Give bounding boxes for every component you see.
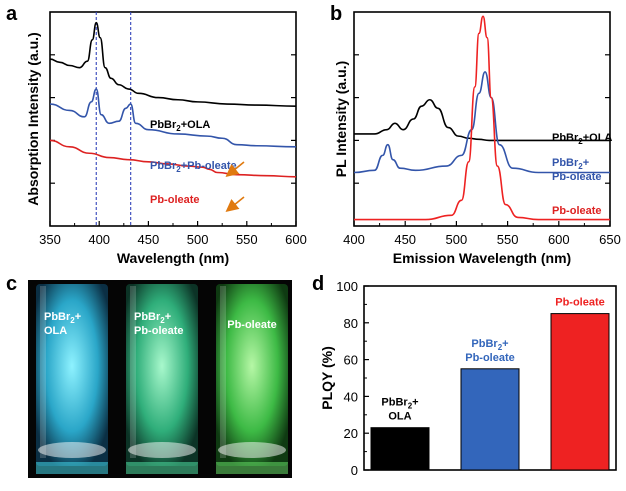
curve-label-b-mix1: PbBr2+ xyxy=(552,157,589,171)
vial-base-0 xyxy=(36,462,108,474)
panel-letter-c: c xyxy=(6,273,17,295)
x-tick-label-b: 500 xyxy=(446,232,468,247)
x-tick-label-b: 400 xyxy=(343,232,365,247)
vial-bottom-glow-2 xyxy=(218,442,286,458)
arrow-a-pb xyxy=(225,196,245,213)
y-axis-ticks-d: 0 20 40 60 80 100 xyxy=(336,279,369,478)
vial-base-1 xyxy=(126,462,198,474)
y-axis-title-d: PLQY (%) xyxy=(319,346,335,410)
curve-label-a-pb: Pb-oleate xyxy=(150,194,200,206)
x-axis-ticks-b: 400 450 500 550 600 650 xyxy=(343,54,621,247)
panel-letter-d: d xyxy=(312,273,324,295)
series-line-a-1 xyxy=(49,88,297,148)
curve-label-a-ola: PbBr2+OLA xyxy=(150,119,210,133)
curve-label-b-mix2: Pb-oleate xyxy=(552,171,602,183)
y-tick-label-d: 20 xyxy=(344,426,358,441)
series-line-b-0 xyxy=(354,98,610,142)
series-a xyxy=(49,21,297,178)
vial-1 xyxy=(126,284,198,466)
curve-label-b-pb: Pb-oleate xyxy=(552,205,602,217)
bar-label-2: Pb-oleate xyxy=(555,297,605,309)
plot-frame-b xyxy=(353,11,611,227)
panel-letter-a: a xyxy=(6,3,18,25)
vial-base-2 xyxy=(216,462,288,474)
absorption-chart: 350 400 450 500 550 600 Wavelength (nm) Absor… xyxy=(25,11,307,266)
bar-label-line2-0: OLA xyxy=(388,411,411,423)
vial-bottom-glow-1 xyxy=(128,442,196,458)
bar-1 xyxy=(460,368,520,471)
arrow-a-mix xyxy=(225,161,245,178)
x-tick-label-b: 600 xyxy=(548,232,570,247)
y-axis-title-b: PL Intensity (a.u.) xyxy=(333,61,349,177)
panel-letter-b: b xyxy=(330,3,342,25)
x-tick-label-a: 550 xyxy=(236,232,258,247)
vial-0 xyxy=(36,284,108,466)
x-tick-label-b: 550 xyxy=(497,232,519,247)
reference-lines-a xyxy=(95,12,132,226)
vial-label-line2-0: OLA xyxy=(44,325,67,337)
x-axis-title-b: Emission Wavelength (nm) xyxy=(393,250,571,266)
vial-highlight-1 xyxy=(130,286,136,458)
x-tick-label-a: 500 xyxy=(187,232,209,247)
y-tick-label-d: 100 xyxy=(336,279,358,294)
vial-label-0: PbBr2+ xyxy=(44,311,81,325)
x-tick-label-b: 450 xyxy=(394,232,416,247)
y-tick-label-d: 80 xyxy=(344,316,358,331)
vial-highlight-0 xyxy=(40,286,46,458)
curve-label-b-ola: PbBr2+OLA xyxy=(552,132,612,146)
vial-2 xyxy=(216,284,288,466)
vial-label-2: Pb-oleate xyxy=(227,319,277,331)
y-tick-label-d: 40 xyxy=(344,389,358,404)
bar-label-1: PbBr2+ xyxy=(471,338,508,352)
series-line-b-2 xyxy=(354,15,610,221)
curve-label-a-mix: PbBr2+Pb-oleate xyxy=(150,160,237,174)
y-axis-title-a: Absorption Intensity (a.u.) xyxy=(25,32,41,205)
bar-label-0: PbBr2+ xyxy=(381,397,418,411)
pl-chart: 400 450 500 550 600 650 Emission Wavelength (… xyxy=(333,11,621,266)
vial-label-line2-1: Pb-oleate xyxy=(134,325,184,337)
series-b xyxy=(353,15,610,221)
bar-0 xyxy=(370,427,430,471)
x-tick-label-a: 350 xyxy=(39,232,61,247)
vial-highlight-2 xyxy=(220,286,226,458)
y-tick-label-d: 60 xyxy=(344,353,358,368)
x-tick-label-a: 600 xyxy=(285,232,307,247)
x-axis-title-a: Wavelength (nm) xyxy=(117,250,229,266)
vial-label-1: PbBr2+ xyxy=(134,311,171,325)
x-axis-ticks-a: 350 400 450 500 550 600 xyxy=(39,54,307,247)
vial-bottom-glow-0 xyxy=(38,442,106,458)
y-tick-label-d: 0 xyxy=(351,463,358,478)
x-tick-label-a: 450 xyxy=(138,232,160,247)
bar-label-line2-1: Pb-oleate xyxy=(465,352,515,364)
series-line-b-1 xyxy=(353,71,610,174)
bar-2 xyxy=(550,313,610,471)
x-tick-label-b: 650 xyxy=(599,232,621,247)
series-line-a-0 xyxy=(49,21,297,107)
x-tick-label-a: 400 xyxy=(88,232,110,247)
